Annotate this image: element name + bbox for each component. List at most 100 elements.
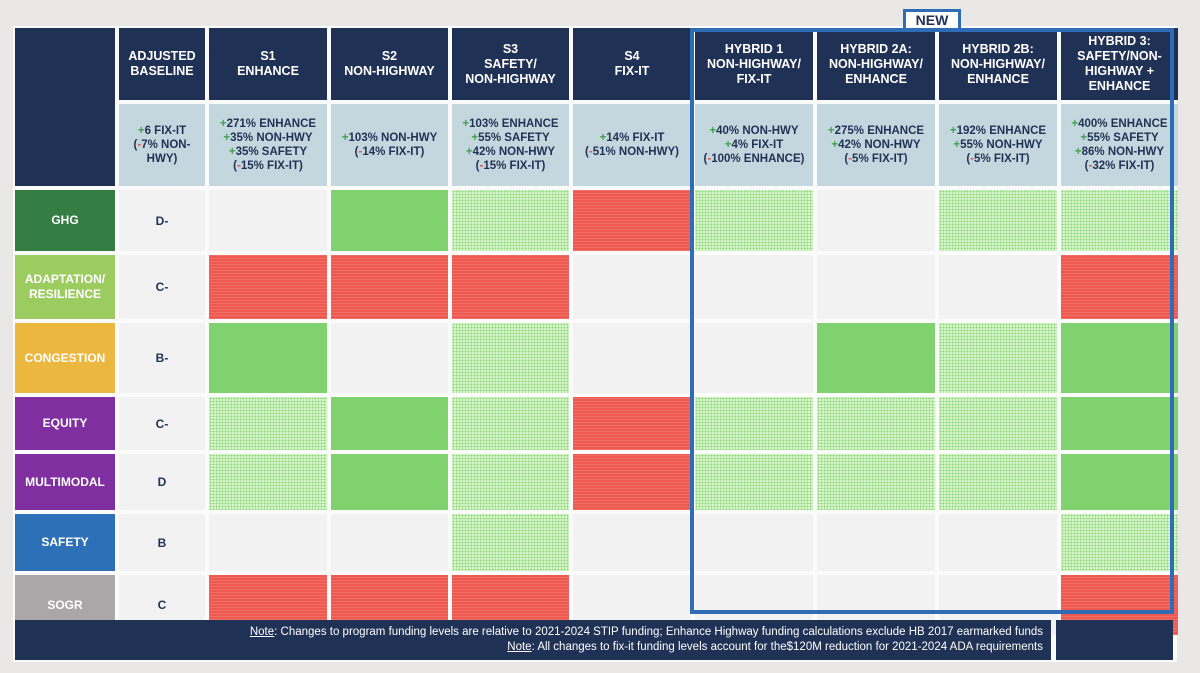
change-sign: + (228, 146, 236, 158)
footer-spacer (1056, 620, 1173, 660)
change-sign: + (137, 125, 145, 137)
column-header-line: ADJUSTED (128, 49, 196, 63)
change-text: 51% NON-HWY) (592, 146, 679, 158)
column-header-line: ENHANCE (967, 71, 1029, 86)
row-label-equity: EQUITY (15, 397, 115, 450)
funding-change-line: +35% NON-HWY (223, 131, 312, 145)
funding-change-line: +55% NON-HWY (953, 138, 1042, 152)
change-text: 35% NON-HWY (230, 132, 313, 144)
change-text: 42% NON-HWY (472, 146, 556, 158)
change-text: 32% FIX-IT) (1092, 160, 1155, 172)
funding-change-cell: +6 FIX-IT (-7% NON- HWY) (119, 104, 205, 186)
change-text: 103% NON-HWY (348, 132, 438, 144)
column-header-line: HYBRID 2A: (840, 41, 912, 56)
rating-cell-moderate (695, 190, 813, 251)
column-header-line: NON-HIGHWAY (344, 64, 435, 78)
column-header: S4 FIX-IT (573, 28, 691, 100)
baseline-grade: B- (119, 323, 205, 393)
column-header-line: NON-HIGHWAY/ (951, 56, 1045, 71)
rating-cell-moderate (1061, 514, 1178, 571)
funding-change-line: +103% ENHANCE (462, 117, 558, 131)
rating-cell-none (817, 190, 935, 251)
change-sign: + (827, 125, 835, 137)
funding-change-line: (-15% FIX-IT) (476, 159, 546, 173)
column-header-line: NON-HIGHWAY/ (829, 56, 923, 71)
rating-cell-negative (331, 255, 448, 319)
rating-cell-moderate (209, 397, 327, 450)
baseline-grade: B (119, 514, 205, 571)
paren: ( (966, 153, 971, 165)
baseline-grade: D (119, 454, 205, 510)
funding-change-line: +4% FIX-IT (725, 138, 783, 152)
change-sign: + (724, 139, 732, 151)
funding-change-line: +55% SAFETY (1080, 131, 1158, 145)
paren: ( (844, 153, 849, 165)
rating-cell-moderate (452, 397, 569, 450)
rating-cell-moderate (452, 454, 569, 510)
row-label-line: EQUITY (42, 416, 88, 430)
change-sign: + (709, 125, 717, 137)
change-text: 55% SAFETY (478, 132, 550, 144)
column-header-line: S2 (381, 49, 398, 63)
funding-change-line: +55% SAFETY (471, 131, 549, 145)
change-sign: + (831, 139, 839, 151)
column-header-line: NON-HIGHWAY (465, 71, 556, 86)
change-sign: + (1080, 132, 1088, 144)
funding-change-line: (-5% FIX-IT) (966, 152, 1029, 166)
change-text: HWY) (146, 153, 178, 165)
rating-cell-moderate (817, 397, 935, 450)
row-label-line: MULTIMODAL (25, 474, 105, 489)
funding-change-cell: +400% ENHANCE +55% SAFETY +86% NON-HWY (-32… (1061, 104, 1178, 186)
change-text: 15% FIX-IT) (483, 160, 546, 172)
funding-change-line: +400% ENHANCE (1071, 117, 1167, 131)
row-label-safety: SAFETY (15, 514, 115, 571)
change-sign: - (970, 153, 975, 165)
funding-change-line: +6 FIX-IT (138, 124, 186, 138)
footer-note: Note: Changes to program funding levels … (250, 625, 1043, 640)
change-text: 55% NON-HWY (960, 139, 1043, 151)
column-header-line: S3 (502, 41, 519, 56)
column-header: HYBRID 2B: NON-HIGHWAY/ENHANCE (939, 28, 1057, 100)
funding-change-line: HWY) (147, 152, 178, 166)
funding-change-line: (-51% NON-HWY) (585, 145, 679, 159)
rating-cell-negative (1061, 255, 1178, 319)
column-header: HYBRID 1 NON-HIGHWAY/FIX-IT (695, 28, 813, 100)
rating-cell-moderate (1061, 190, 1178, 251)
rating-cell-negative (452, 255, 569, 319)
funding-change-line: +271% ENHANCE (220, 117, 316, 131)
column-header-line: FIX-IT (614, 64, 650, 78)
rating-cell-moderate (452, 190, 569, 251)
funding-change-line: +40% NON-HWY (709, 124, 798, 138)
rating-cell-moderate (452, 323, 569, 393)
column-header-line: S4 (624, 49, 640, 63)
rating-cell-negative (573, 397, 691, 450)
change-text: 14% FIX-IT) (362, 146, 425, 158)
paren: ( (233, 160, 237, 172)
rating-cell-none (209, 190, 327, 251)
rating-cell-negative (573, 454, 691, 510)
rating-cell-moderate (939, 190, 1057, 251)
note-label: Note (249, 626, 275, 638)
funding-change-line: (-5% FIX-IT) (844, 152, 907, 166)
funding-change-line: (-100% ENHANCE) (704, 152, 805, 166)
note-text: : All changes to fix-it funding levels a… (531, 641, 1043, 653)
change-sign: - (1088, 160, 1093, 172)
change-sign: + (1074, 146, 1082, 158)
rating-cell-strong (331, 190, 448, 251)
row-label-line: SOGR (47, 597, 83, 612)
change-text: 100% ENHANCE) (711, 153, 805, 165)
funding-change-line: +35% SAFETY (229, 145, 307, 159)
column-header: S3 SAFETY/NON-HIGHWAY (452, 28, 569, 100)
rating-cell-moderate (817, 454, 935, 510)
change-sign: + (471, 132, 479, 144)
rating-cell-strong (817, 323, 935, 393)
paren: ( (703, 153, 708, 165)
row-label-line: ADAPTATION/ (24, 272, 106, 286)
funding-change-line: +42% NON-HWY (831, 138, 920, 152)
column-header: S1 ENHANCE (209, 28, 327, 100)
funding-change-cell: +14% FIX-IT (-51% NON-HWY) (573, 104, 691, 186)
rating-cell-moderate (939, 323, 1057, 393)
funding-change-cell: +275% ENHANCE +42% NON-HWY (-5% FIX-IT) (817, 104, 935, 186)
change-text: 400% ENHANCE (1078, 118, 1168, 130)
column-header-line: NON-HIGHWAY/ (707, 56, 801, 71)
